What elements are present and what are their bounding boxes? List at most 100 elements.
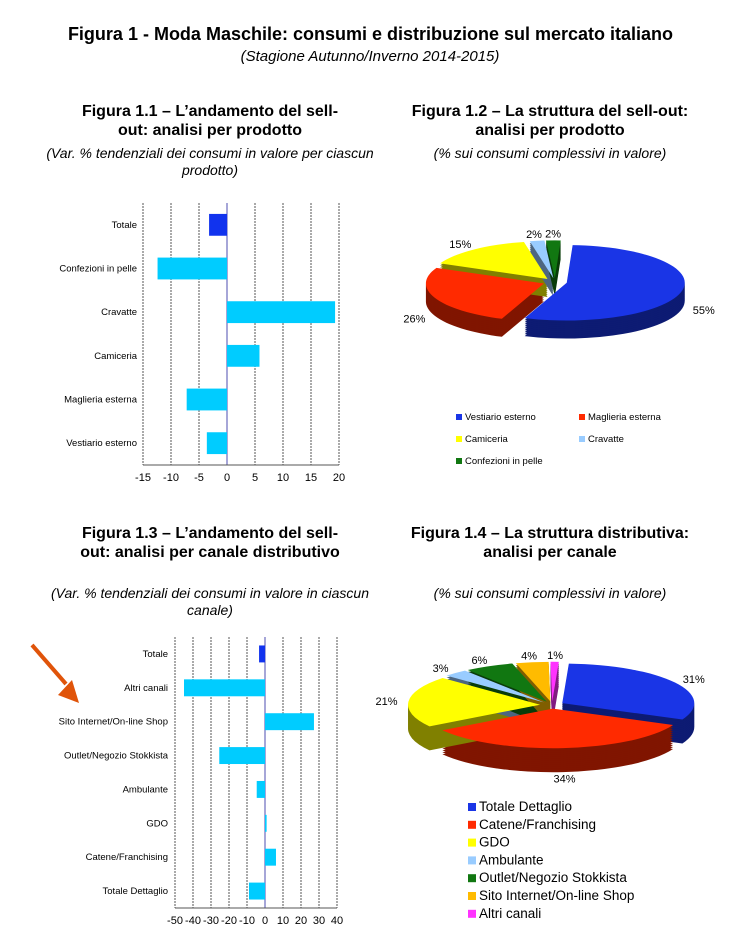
x-tick-label: 5 [252, 472, 258, 484]
x-tick-label: -40 [185, 915, 201, 927]
legend-swatch [468, 838, 476, 847]
category-label: Ambulante [123, 784, 168, 795]
pie-slice [524, 245, 685, 321]
x-tick-label: 30 [313, 915, 325, 927]
x-tick-label: -50 [167, 915, 183, 927]
legend-swatch [456, 436, 462, 442]
bar [206, 432, 227, 455]
pie-slice [550, 661, 559, 702]
bar [184, 679, 265, 697]
legend-swatch [468, 909, 476, 918]
pie-value-label: 15% [449, 239, 471, 251]
x-tick-label: -30 [203, 915, 219, 927]
legend-label: Sito Internet/On-line Shop [479, 888, 634, 903]
fig12-subtitle: (% sui consumi complessivi in valore) [433, 145, 667, 161]
x-tick-label: 0 [224, 472, 230, 484]
bar [227, 344, 260, 367]
x-tick-label: 0 [262, 915, 268, 927]
fig14-title: Figura 1.4 – La struttura distributiva: … [410, 525, 690, 561]
bar [259, 645, 265, 663]
pie-slice [408, 677, 541, 727]
x-tick-label: 20 [295, 915, 307, 927]
legend-label: Confezioni in pelle [465, 456, 543, 467]
pie-slice [440, 241, 548, 279]
x-tick-label: 10 [277, 915, 289, 927]
figure-subtitle: (Stagione Autunno/Inverno 2014-2015) [240, 48, 500, 65]
fig13-title: Figura 1.3 – L’andamento del sell-out: a… [80, 525, 340, 561]
category-label: Camiceria [94, 351, 137, 362]
legend-label: Cravatte [588, 434, 624, 445]
category-label: Catene/Franchising [86, 852, 168, 863]
pie-value-label: 55% [693, 305, 715, 317]
bar [265, 713, 314, 731]
legend-label: Altri canali [479, 906, 541, 921]
category-label: Totale Dettaglio [103, 886, 168, 897]
legend-label: Camiceria [465, 434, 508, 445]
x-tick-label: 20 [333, 472, 345, 484]
fig11-title: Figura 1.1 – L’andamento del sell-out: a… [81, 103, 339, 139]
fig13-subtitle: (Var. % tendenziali dei consumi in valor… [50, 585, 369, 618]
category-label: Totale [112, 220, 137, 231]
x-tick-label: -20 [221, 915, 237, 927]
pie-slice-side [529, 246, 554, 285]
pie-slice [442, 708, 674, 749]
pie-value-label: 31% [683, 674, 705, 686]
pie-value-label: 21% [376, 696, 398, 708]
fig11-subtitle: (Var. % tendenziali dei consumi in valor… [46, 145, 374, 178]
legend-label: Outlet/Negozio Stokkista [479, 870, 627, 885]
x-tick-label: -15 [135, 472, 151, 484]
category-label: Maglieria esterna [64, 395, 138, 406]
fig14-subtitle: (% sui consumi complessivi in valore) [433, 585, 667, 601]
fig12-title: Figura 1.2 – La struttura del sell-out: … [411, 103, 689, 139]
category-label: Altri canali [124, 683, 168, 694]
bar [265, 848, 276, 866]
pie-slice [529, 240, 554, 279]
legend-label: Maglieria esterna [588, 412, 662, 423]
pie-value-label: 3% [433, 663, 449, 675]
pie-slice-side [529, 242, 554, 281]
pie-slice [425, 267, 544, 319]
legend-swatch [468, 820, 476, 829]
arrow-annotation [30, 643, 79, 703]
pie-slice-side [529, 250, 554, 289]
legend-swatch [579, 414, 585, 420]
pie-slice-side [529, 244, 554, 283]
category-label: Vestiario esterno [66, 438, 137, 449]
legend-swatch [468, 874, 476, 883]
pie-slice [562, 663, 695, 720]
x-tick-label: -10 [163, 472, 179, 484]
x-tick-label: -10 [239, 915, 255, 927]
pie-value-label: 1% [547, 650, 563, 662]
pie-value-label: 2% [526, 229, 542, 241]
category-label: Sito Internet/On-line Shop [59, 717, 168, 728]
bar [256, 780, 265, 798]
pie-value-label: 34% [554, 774, 576, 786]
figure-title: Figura 1 - Moda Maschile: consumi e dist… [67, 24, 674, 44]
category-label: GDO [146, 818, 168, 829]
legend-swatch [468, 803, 476, 811]
legend-label: Totale Dettaglio [479, 799, 572, 814]
bar [248, 882, 265, 900]
category-label: Totale [143, 649, 168, 660]
category-label: Cravatte [101, 307, 137, 318]
pie-slice [446, 670, 544, 703]
pie-value-label: 26% [403, 313, 425, 325]
bar [227, 301, 336, 324]
pie-value-label: 6% [471, 655, 487, 667]
legend-label: Catene/Franchising [479, 817, 596, 832]
legend-label: Vestiario esterno [465, 412, 536, 423]
legend-swatch [468, 892, 476, 900]
pie-value-label: 2% [545, 228, 561, 240]
bar [219, 747, 265, 765]
x-tick-label: 15 [305, 472, 317, 484]
bar [265, 814, 267, 832]
x-tick-label: -5 [194, 472, 204, 484]
x-tick-label: 10 [277, 472, 289, 484]
category-label: Outlet/Negozio Stokkista [64, 751, 169, 762]
legend-swatch [468, 856, 476, 865]
pie-value-label: 4% [521, 651, 537, 663]
category-label: Confezioni in pelle [59, 264, 137, 275]
bar [209, 213, 227, 236]
